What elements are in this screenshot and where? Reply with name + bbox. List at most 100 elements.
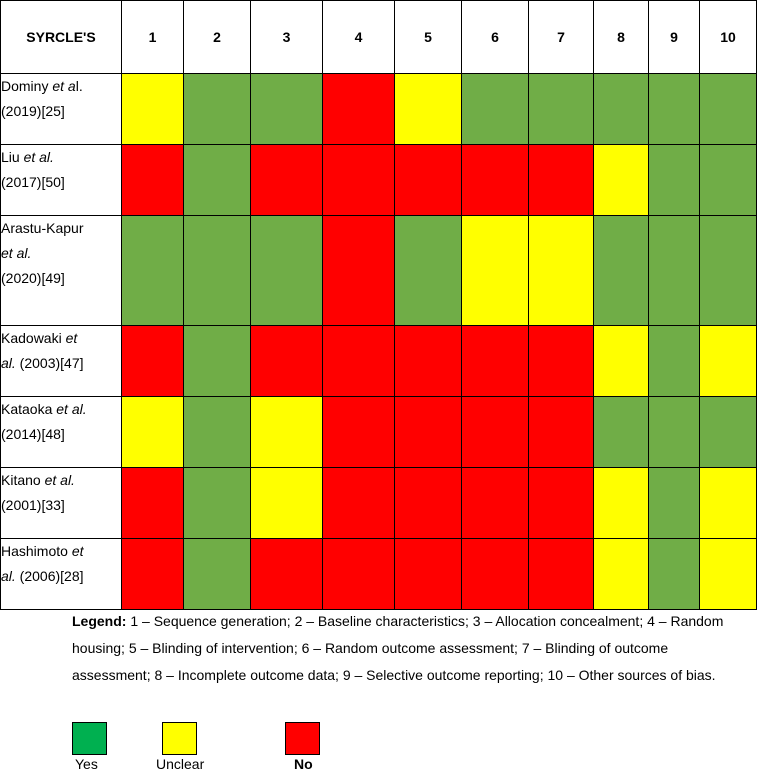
table-row: Arastu-Kapur et al. (2020)[49] <box>0 215 757 326</box>
rating-cell-no <box>322 325 395 397</box>
rating-cell-unclear <box>121 396 184 468</box>
study-name-cell: Kataoka et al. (2014)[48] <box>0 396 122 468</box>
legend: Legend: 1 – Sequence generation; 2 – Bas… <box>72 608 732 689</box>
study-name-text: Hashimoto <box>1 543 72 559</box>
study-name-text: Liu <box>1 149 24 165</box>
study-name-line: Dominy et al. <box>1 74 121 99</box>
risk-of-bias-table: SYRCLE'S 1 2 3 4 5 6 7 8 9 10 Dominy et … <box>0 0 757 610</box>
rating-cell-no <box>394 325 462 397</box>
legend-label: Legend: <box>72 613 127 629</box>
study-name-line: Hashimoto et <box>1 539 121 564</box>
key-yes: Yes <box>72 722 107 772</box>
rating-cell-no <box>322 538 395 610</box>
rating-cell-yes <box>648 467 700 539</box>
rating-cell-yes <box>183 538 251 610</box>
study-name-text: l. <box>75 78 83 94</box>
study-name-line: (2020)[49] <box>1 266 121 291</box>
rating-cell-unclear <box>461 215 529 326</box>
study-name-italic: al. <box>1 568 16 585</box>
header-syrcle: SYRCLE'S <box>0 0 122 74</box>
table-row: Hashimoto et al. (2006)[28] <box>0 538 757 610</box>
study-name-cell: Hashimoto et al. (2006)[28] <box>0 538 122 610</box>
study-name-text: (2014)[48] <box>1 426 65 443</box>
rating-cell-yes <box>593 73 649 145</box>
study-name-italic: et a <box>52 78 76 94</box>
rating-cell-unclear <box>394 73 462 145</box>
study-name-text: (2019)[25] <box>1 103 65 120</box>
study-name-text: (2003)[47] <box>15 355 84 372</box>
study-name-cell: Arastu-Kapur et al. (2020)[49] <box>0 215 122 326</box>
rating-cell-unclear <box>699 538 757 610</box>
header-col-7: 7 <box>528 0 594 74</box>
rating-cell-unclear <box>699 325 757 397</box>
study-name-italic: et al. <box>56 401 87 417</box>
study-name-italic: et <box>71 543 84 559</box>
study-name-cell: Kadowaki et al. (2003)[47] <box>0 325 122 397</box>
header-col-5: 5 <box>394 0 462 74</box>
study-name-text: Dominy <box>1 78 53 94</box>
rating-cell-unclear <box>593 467 649 539</box>
rating-cell-no <box>322 467 395 539</box>
study-name-line: al. (2003)[47] <box>1 351 121 376</box>
study-name-line: et al. <box>1 241 121 266</box>
study-name-cell: Kitano et al. (2001)[33] <box>0 467 122 539</box>
study-name-italic: al. <box>1 355 16 372</box>
key-unclear: Unclear <box>156 722 204 772</box>
rating-cell-yes <box>121 215 184 326</box>
rating-cell-yes <box>183 325 251 397</box>
rating-cell-no <box>528 396 594 468</box>
study-name-line: (2014)[48] <box>1 422 121 447</box>
legend-text: 1 – Sequence generation; 2 – Baseline ch… <box>72 613 724 683</box>
header-col-6: 6 <box>461 0 529 74</box>
rating-cell-yes <box>593 215 649 326</box>
study-name-line: Arastu-Kapur <box>1 216 121 241</box>
yes-label: Yes <box>75 756 98 772</box>
study-name-text: (2020)[49] <box>1 270 65 287</box>
rating-cell-no <box>528 325 594 397</box>
study-name-line: (2019)[25] <box>1 99 121 124</box>
rating-cell-unclear <box>593 538 649 610</box>
rating-cell-unclear <box>699 467 757 539</box>
study-name-line: Liu et al. <box>1 145 121 170</box>
rating-cell-yes <box>648 396 700 468</box>
study-name-text: Kadowaki <box>1 330 66 346</box>
header-col-9: 9 <box>648 0 700 74</box>
rating-cell-unclear <box>593 144 649 216</box>
header-row: SYRCLE'S 1 2 3 4 5 6 7 8 9 10 <box>0 0 757 74</box>
rating-cell-no <box>322 144 395 216</box>
table-row: Kataoka et al. (2014)[48] <box>0 396 757 468</box>
rating-cell-no <box>528 144 594 216</box>
header-col-8: 8 <box>593 0 649 74</box>
rating-cell-unclear <box>250 467 323 539</box>
no-label: No <box>294 756 313 772</box>
rating-cell-unclear <box>250 396 323 468</box>
rating-cell-yes <box>648 73 700 145</box>
rating-cell-yes <box>250 73 323 145</box>
rating-cell-no <box>528 467 594 539</box>
rating-cell-yes <box>183 396 251 468</box>
table-row: Dominy et al. (2019)[25] <box>0 73 757 145</box>
header-col-10: 10 <box>699 0 757 74</box>
table-body: Dominy et al. (2019)[25] Liu et al. (2017)[… <box>0 73 757 610</box>
rating-cell-no <box>121 325 184 397</box>
rating-cell-yes <box>648 215 700 326</box>
header-col-4: 4 <box>322 0 395 74</box>
rating-cell-no <box>394 144 462 216</box>
study-name-italic: et al. <box>23 149 54 165</box>
table-row: Liu et al. (2017)[50] <box>0 144 757 216</box>
rating-cell-yes <box>699 215 757 326</box>
no-swatch <box>285 722 320 755</box>
study-name-italic: et al. <box>1 245 32 262</box>
rating-cell-yes <box>183 73 251 145</box>
study-name-italic: et al. <box>44 472 75 488</box>
header-col-2: 2 <box>183 0 251 74</box>
rating-cell-no <box>322 73 395 145</box>
rating-cell-yes <box>699 396 757 468</box>
rating-cell-unclear <box>593 325 649 397</box>
study-name-text: Arastu-Kapur <box>1 220 84 236</box>
rating-cell-no <box>250 538 323 610</box>
rating-cell-yes <box>648 538 700 610</box>
study-name-line: Kadowaki et <box>1 326 121 351</box>
rating-cell-yes <box>648 325 700 397</box>
study-name-text: (2006)[28] <box>15 568 84 585</box>
